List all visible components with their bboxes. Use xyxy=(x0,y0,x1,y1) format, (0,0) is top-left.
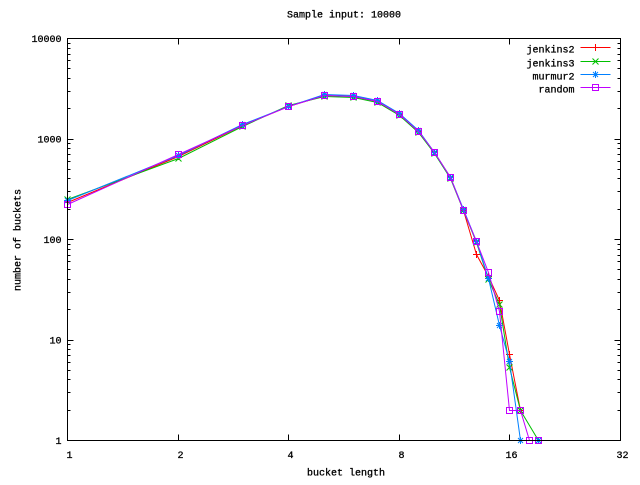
svg-text:jenkins3: jenkins3 xyxy=(526,59,574,71)
svg-text:10000: 10000 xyxy=(31,35,61,46)
svg-text:random: random xyxy=(538,85,574,97)
svg-text:Sample input: 10000: Sample input: 10000 xyxy=(287,10,401,22)
svg-text:1: 1 xyxy=(55,437,61,448)
svg-text:4: 4 xyxy=(287,451,293,462)
svg-text:number of buckets: number of buckets xyxy=(13,189,25,291)
svg-text:murmur2: murmur2 xyxy=(532,73,574,84)
svg-text:1000: 1000 xyxy=(37,136,61,147)
svg-text:2: 2 xyxy=(177,451,183,462)
svg-text:10: 10 xyxy=(49,337,61,348)
svg-text:bucket length: bucket length xyxy=(307,468,385,480)
svg-text:100: 100 xyxy=(43,236,61,247)
svg-text:16: 16 xyxy=(505,451,517,462)
svg-text:jenkins2: jenkins2 xyxy=(526,45,574,57)
svg-text:32: 32 xyxy=(616,451,628,462)
svg-text:8: 8 xyxy=(398,451,404,462)
svg-text:1: 1 xyxy=(66,451,72,462)
